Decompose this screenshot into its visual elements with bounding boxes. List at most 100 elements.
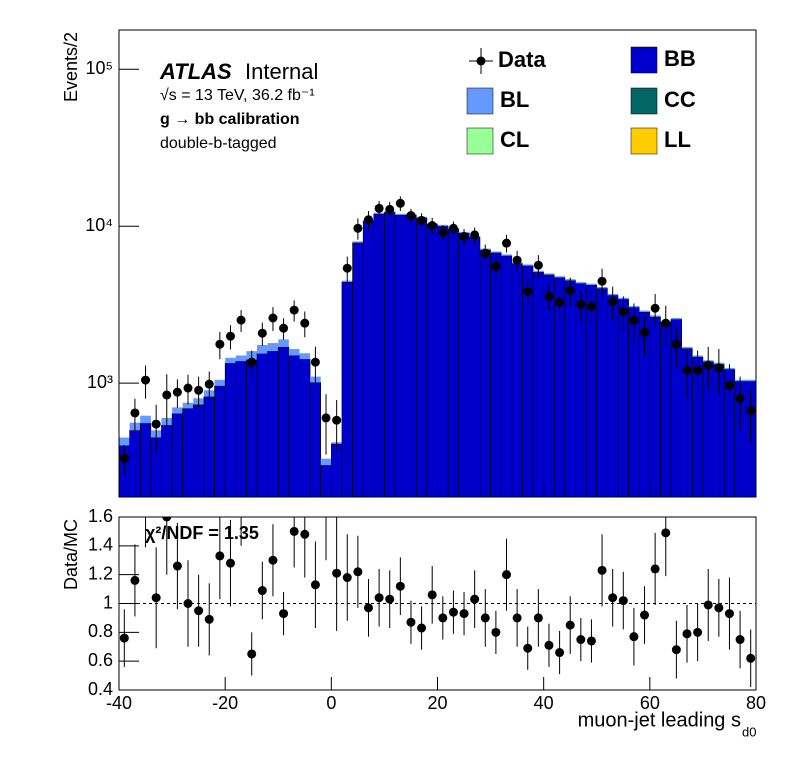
histogram-bar [352,241,364,243]
ratio-frame [118,516,757,691]
main-plot [119,196,756,497]
histogram-bar [214,385,226,497]
histogram-bar [362,220,375,497]
ratio-point [470,594,480,604]
x-tick-label: 60 [640,693,660,713]
histogram-bar [182,408,194,497]
ratio-point [650,564,660,574]
histogram-bar [171,413,183,497]
histogram-bar [267,343,279,352]
data-point [257,328,267,338]
ratio-point [342,573,352,583]
histogram-bar [660,321,672,497]
x-tick-label: -40 [106,693,132,713]
legend: Data BB BL CC CL LL [466,46,696,155]
histogram-bar [649,316,661,497]
histogram-bar [224,362,237,497]
ratio-point [661,528,671,538]
data-point [650,303,660,313]
ratio-point [151,593,161,603]
ratio-point [162,517,172,522]
histogram-bar [129,430,141,497]
ratio-point [268,555,278,565]
histogram-bar [490,252,502,497]
histogram-bar [331,443,343,497]
ratio-point [363,603,373,613]
histogram-bar [214,379,226,386]
x-tick-label: 80 [746,693,766,713]
data-point [385,204,395,214]
x-axis-label: muon-jet leading s [578,709,741,731]
data-point [183,383,193,393]
ratio-point [257,586,267,596]
data-point [661,318,671,328]
ratio-plot [119,517,756,688]
ratio-point [289,526,299,536]
data-point [162,390,172,400]
ratio-point [279,609,289,619]
ratio-point [682,629,692,639]
histogram-bar [395,213,406,215]
x-tick-label: 0 [326,693,336,713]
ratio-point [310,580,320,590]
data-point [555,297,565,307]
ratio-point [459,609,469,619]
legend-label: CL [500,127,529,152]
data-point [151,419,161,429]
data-point [491,261,501,271]
data-point [353,223,363,233]
histogram-bar [203,396,215,497]
data-point [289,305,299,315]
data-point [640,327,650,337]
data-point [310,357,320,367]
legend-swatch [630,87,658,115]
histogram-bar [522,264,534,266]
chi2-annotation: χ²/NDF = 1.35 [145,523,259,543]
histogram-bar [458,232,470,497]
ratio-y-tick-label: 1.4 [88,535,113,555]
histogram-bar [543,273,555,275]
ratio-point [555,648,565,658]
data-point [141,375,151,385]
data-point [395,198,405,208]
histogram-bar [320,464,332,497]
histogram-bar [140,415,151,424]
histogram-bar [182,402,194,409]
histogram-bar [288,348,300,356]
y-tick-label: 10⁵ [86,58,113,78]
ratio-point [629,632,639,642]
legend-label: CC [664,87,696,112]
histogram-bar [320,458,332,466]
ratio-point [300,529,310,539]
histogram-bar [639,310,650,312]
data-point [225,331,235,341]
ratio-point [618,596,628,606]
data-point [342,263,352,273]
ratio-point [406,617,416,627]
ratio-point [119,633,129,643]
ratio-point [565,620,575,630]
histogram-bar [384,211,396,497]
ratio-point [130,575,140,585]
data-point [427,221,437,231]
data-point [724,380,734,390]
histogram-bar [235,360,247,497]
ratio-y-tick-label: 0.6 [88,650,113,670]
ratio-point [703,600,713,610]
histogram-bar [511,263,523,497]
ratio-point [746,653,756,663]
data-point [417,215,427,225]
ratio-point [576,635,586,645]
histogram-bar [554,276,565,278]
legend-marker [476,56,486,66]
ratio-point [427,590,437,600]
y-tick-label: 10³ [87,372,113,392]
histogram-bar [373,213,385,497]
data-point [597,276,607,286]
data-point [502,238,512,248]
selection-label: double-b-tagged [160,135,277,152]
histogram-bar [277,346,290,497]
histogram-bar [500,255,513,497]
ratio-point [523,643,533,653]
data-point [586,301,596,311]
